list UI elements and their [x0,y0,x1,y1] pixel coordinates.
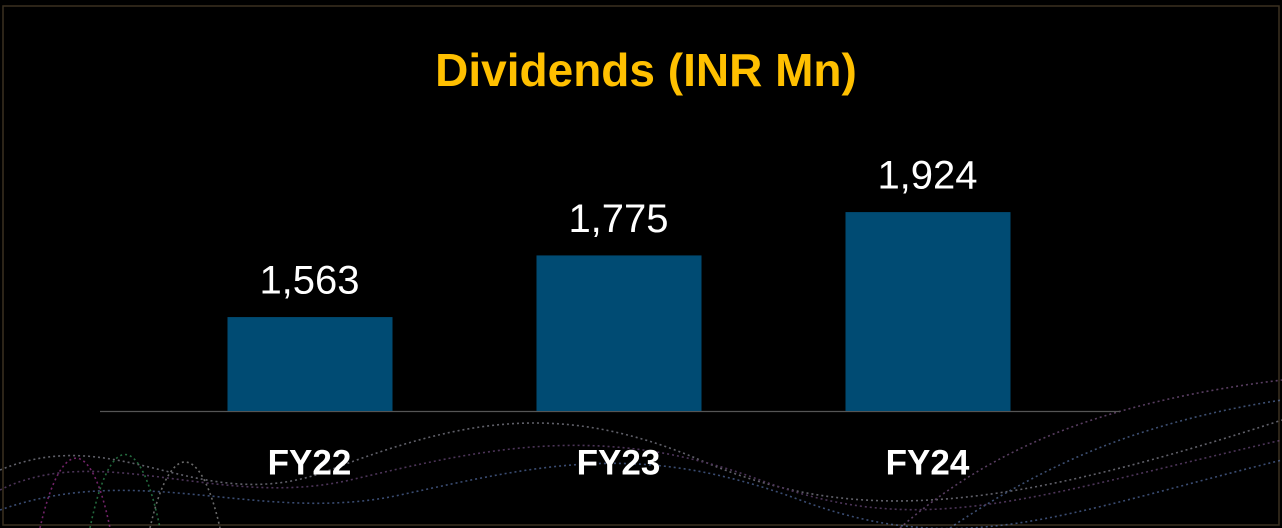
data-label: 1,775 [568,197,668,241]
chart-title: Dividends (INR Mn) [435,44,857,96]
bar [845,212,1011,411]
bar [227,317,393,411]
bar [536,255,702,411]
x-tick-label: FY24 [886,443,970,482]
x-tick-label: FY23 [577,443,661,482]
data-label: 1,924 [877,154,977,198]
wave-decoration [0,379,1282,528]
x-tick-label: FY22 [268,443,352,482]
frame [2,5,1280,526]
data-label: 1,563 [259,259,359,303]
